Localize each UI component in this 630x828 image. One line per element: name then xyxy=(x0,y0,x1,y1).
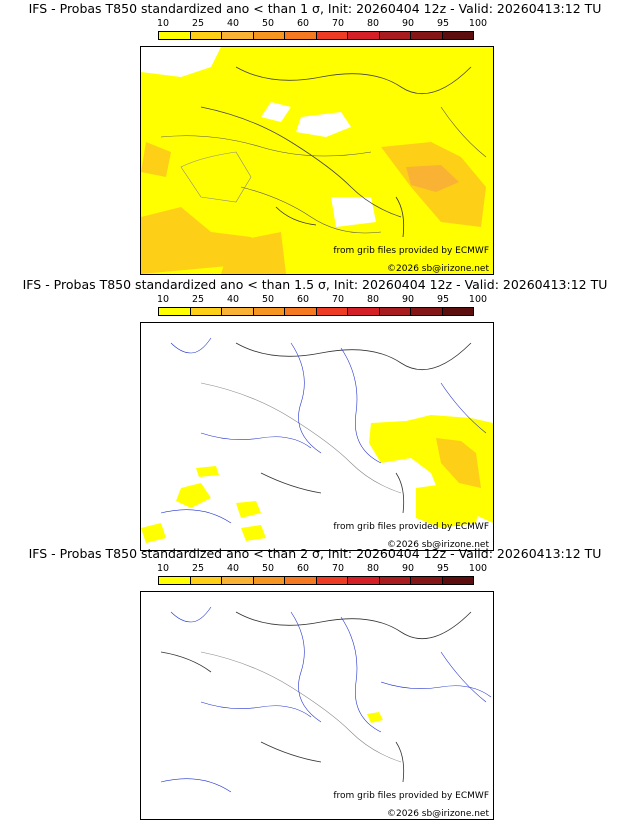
colorbar-tick-label: 95 xyxy=(436,563,450,574)
colorbar-tick-label: 95 xyxy=(436,294,450,305)
colorbar-tick-label: 80 xyxy=(366,18,380,29)
source-credit: from grib files provided by ECMWF xyxy=(333,791,489,801)
colorbar-tick-label: 70 xyxy=(331,294,345,305)
colorbar-tick-label: 100 xyxy=(468,563,488,574)
colorbar-swatch xyxy=(222,308,254,315)
colorbar-tick-label: 50 xyxy=(261,563,275,574)
colorbar-swatch xyxy=(411,577,443,584)
colorbar-swatch xyxy=(316,32,348,39)
colorbar-swatch xyxy=(411,32,443,39)
colorbar-ticks: 10 25 40 50 60 70 80 90 95 100 xyxy=(147,563,497,575)
colorbar-tick-label: 100 xyxy=(468,18,488,29)
colorbar-tick-label: 10 xyxy=(156,18,170,29)
colorbar-swatch xyxy=(348,577,380,584)
copyright-credit: ©2026 sb@irizone.net xyxy=(387,540,489,550)
colorbar xyxy=(158,576,474,585)
probability-map: from grib files provided by ECMWF ©2026 … xyxy=(140,46,494,275)
source-credit: from grib files provided by ECMWF xyxy=(333,522,489,532)
colorbar-tick-label: 100 xyxy=(468,294,488,305)
colorbar-tick-label: 25 xyxy=(191,294,205,305)
colorbar-tick-label: 90 xyxy=(401,294,415,305)
colorbar-tick-label: 60 xyxy=(296,563,310,574)
map-graphic xyxy=(141,337,493,543)
map-panel-2: IFS - Probas T850 standardized ano < tha… xyxy=(0,276,630,551)
colorbar-tick-label: 25 xyxy=(191,563,205,574)
panel-title: IFS - Probas T850 standardized ano < tha… xyxy=(28,546,602,561)
colorbar-swatch xyxy=(442,308,473,315)
colorbar-tick-label: 50 xyxy=(261,18,275,29)
colorbar-swatch xyxy=(285,577,317,584)
colorbar-swatch xyxy=(253,308,285,315)
colorbar-swatch xyxy=(253,577,285,584)
panel-title: IFS - Probas T850 standardized ano < tha… xyxy=(28,1,602,16)
probability-map: from grib files provided by ECMWF ©2026 … xyxy=(140,322,494,551)
colorbar-tick-label: 60 xyxy=(296,294,310,305)
colorbar-tick-label: 25 xyxy=(191,18,205,29)
colorbar-tick-label: 40 xyxy=(226,294,240,305)
colorbar-tick-label: 40 xyxy=(226,563,240,574)
colorbar-swatch xyxy=(348,308,380,315)
map-panel-1: IFS - Probas T850 standardized ano < tha… xyxy=(0,0,630,275)
colorbar-swatch xyxy=(285,308,317,315)
colorbar-tick-label: 95 xyxy=(436,18,450,29)
source-credit: from grib files provided by ECMWF xyxy=(333,246,489,256)
colorbar-tick-label: 80 xyxy=(366,294,380,305)
colorbar-tick-label: 10 xyxy=(156,563,170,574)
colorbar-swatch xyxy=(159,32,191,39)
colorbar-swatch xyxy=(253,32,285,39)
colorbar-tick-label: 70 xyxy=(331,18,345,29)
colorbar-tick-label: 10 xyxy=(156,294,170,305)
colorbar-swatch xyxy=(442,577,473,584)
colorbar-swatch xyxy=(159,577,191,584)
panel-title: IFS - Probas T850 standardized ano < tha… xyxy=(22,277,608,292)
colorbar-tick-label: 90 xyxy=(401,18,415,29)
map-graphic xyxy=(160,606,492,793)
colorbar-swatch xyxy=(316,308,348,315)
colorbar-tick-label: 70 xyxy=(331,563,345,574)
colorbar xyxy=(158,307,474,316)
colorbar-swatch xyxy=(285,32,317,39)
colorbar-swatch xyxy=(190,308,222,315)
colorbar-tick-label: 90 xyxy=(401,563,415,574)
colorbar-swatch xyxy=(316,577,348,584)
map-panel-3: IFS - Probas T850 standardized ano < tha… xyxy=(0,545,630,820)
colorbar-swatch xyxy=(379,308,411,315)
colorbar-ticks: 10 25 40 50 60 70 80 90 95 100 xyxy=(147,18,497,30)
colorbar-swatch xyxy=(190,32,222,39)
colorbar-swatch xyxy=(411,308,443,315)
map-graphic xyxy=(141,47,493,274)
colorbar-tick-label: 80 xyxy=(366,563,380,574)
colorbar-swatch xyxy=(190,577,222,584)
colorbar-ticks: 10 25 40 50 60 70 80 90 95 100 xyxy=(147,294,497,306)
colorbar xyxy=(158,31,474,40)
colorbar-tick-label: 60 xyxy=(296,18,310,29)
colorbar-swatch xyxy=(379,32,411,39)
colorbar-tick-label: 50 xyxy=(261,294,275,305)
colorbar-swatch xyxy=(159,308,191,315)
colorbar-swatch xyxy=(222,32,254,39)
colorbar-swatch xyxy=(379,577,411,584)
colorbar-swatch xyxy=(442,32,473,39)
copyright-credit: ©2026 sb@irizone.net xyxy=(387,809,489,819)
colorbar-swatch xyxy=(222,577,254,584)
probability-map: from grib files provided by ECMWF ©2026 … xyxy=(140,591,494,820)
colorbar-swatch xyxy=(348,32,380,39)
copyright-credit: ©2026 sb@irizone.net xyxy=(387,264,489,274)
colorbar-tick-label: 40 xyxy=(226,18,240,29)
